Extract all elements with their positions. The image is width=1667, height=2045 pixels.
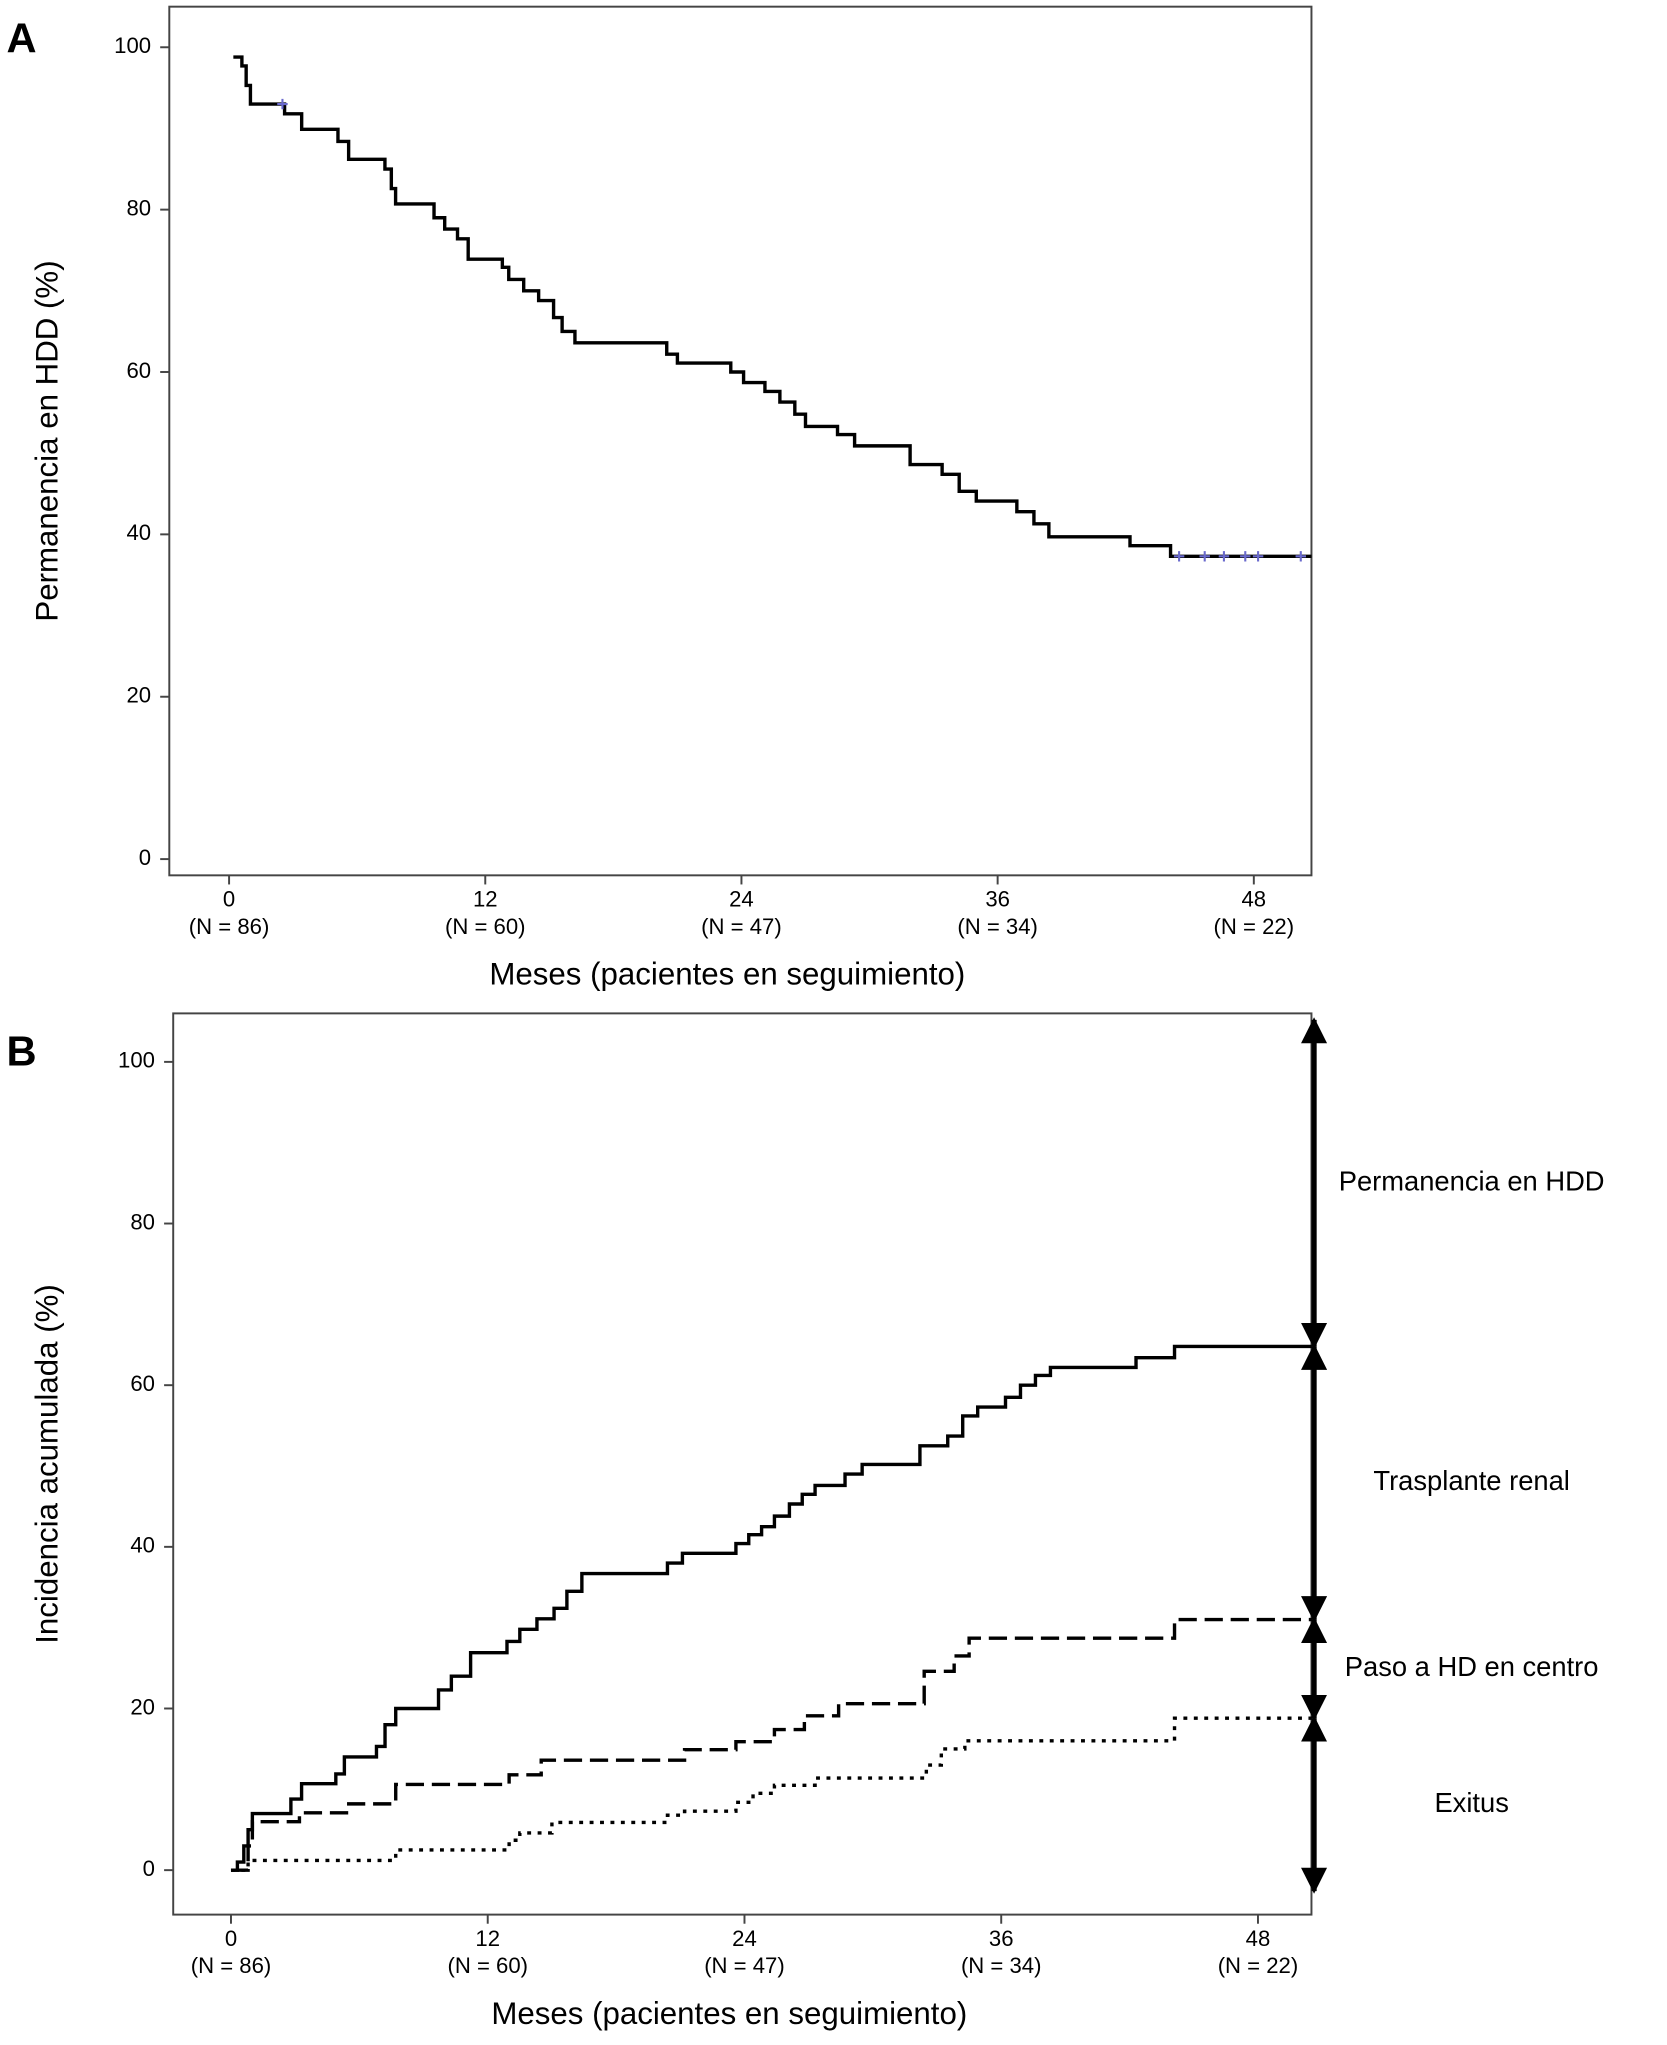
y-tick-label: 100: [114, 33, 151, 58]
y-tick-label: 0: [143, 1856, 155, 1881]
x-tick-label: 24: [729, 887, 754, 912]
y-tick-label: 20: [130, 1694, 155, 1719]
censor-mark: [277, 98, 288, 110]
range-label: Trasplante renal: [1373, 1465, 1569, 1496]
series-line: [230, 1617, 1312, 1872]
x-tick-sublabel: (N = 86): [191, 1953, 272, 1978]
y-axis-title: Permanencia en HDD (%): [29, 260, 64, 621]
range-label: Permanencia en HDD: [1339, 1165, 1605, 1196]
x-tick-label: 12: [475, 1926, 500, 1951]
y-tick-label: 60: [126, 358, 151, 383]
censor-mark: [1218, 551, 1230, 562]
y-tick-label: 80: [130, 1209, 155, 1234]
range-label: Exitus: [1434, 1787, 1508, 1818]
censor-mark: [1199, 551, 1210, 562]
x-axis-title: Meses (pacientes en seguimiento): [489, 957, 965, 992]
y-tick-label: 60: [130, 1371, 155, 1396]
x-tick-label: 36: [985, 887, 1010, 912]
x-tick-label: 12: [473, 887, 498, 912]
x-tick-label: 24: [732, 1926, 757, 1951]
panel-label: B: [7, 1027, 37, 1074]
censor-mark: [1240, 551, 1251, 562]
plot-frame: [172, 1012, 1313, 1916]
x-tick-sublabel: (N = 34): [961, 1953, 1042, 1978]
series-line: [233, 55, 1312, 558]
y-tick-label: 100: [118, 1048, 155, 1073]
series-line: [230, 1344, 1312, 1872]
plot-frame: [168, 5, 1313, 877]
censor-mark: [1252, 551, 1264, 562]
y-tick-label: 0: [139, 845, 151, 870]
x-axis-title: Meses (pacientes en seguimiento): [491, 1996, 967, 2031]
x-tick-sublabel: (N = 47): [701, 914, 782, 939]
y-tick-label: 40: [130, 1533, 155, 1558]
x-tick-label: 0: [225, 1926, 237, 1951]
panel-label: A: [7, 14, 37, 61]
y-tick-label: 20: [126, 683, 151, 708]
censor-mark: [1295, 551, 1306, 562]
x-tick-sublabel: (N = 34): [957, 914, 1038, 939]
x-tick-label: 48: [1246, 1926, 1271, 1951]
censor-mark: [1173, 551, 1185, 562]
x-tick-sublabel: (N = 60): [445, 914, 526, 939]
range-label: Paso a HD en centro: [1345, 1651, 1599, 1682]
x-tick-sublabel: (N = 47): [704, 1953, 785, 1978]
x-tick-sublabel: (N = 86): [189, 914, 270, 939]
y-axis-title: Incidencia acumulada (%): [29, 1284, 64, 1644]
x-tick-sublabel: (N = 60): [447, 1953, 528, 1978]
y-tick-label: 80: [126, 195, 151, 220]
x-tick-label: 36: [989, 1926, 1014, 1951]
x-tick-label: 0: [223, 887, 235, 912]
x-tick-sublabel: (N = 22): [1214, 914, 1295, 939]
y-tick-label: 40: [126, 520, 151, 545]
x-tick-label: 48: [1242, 887, 1267, 912]
x-tick-sublabel: (N = 22): [1218, 1953, 1299, 1978]
